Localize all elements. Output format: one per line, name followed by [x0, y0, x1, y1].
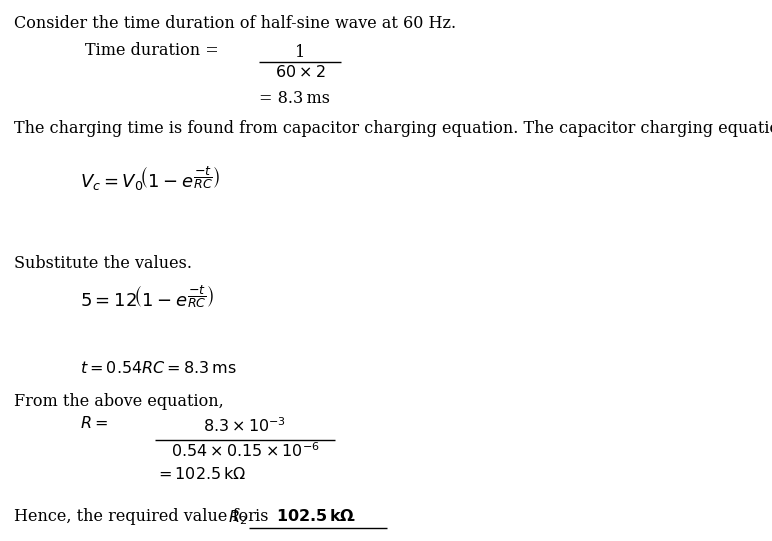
Text: $0.54\times0.15\times10^{-6}$: $0.54\times0.15\times10^{-6}$: [171, 441, 320, 460]
Text: 1: 1: [295, 44, 305, 61]
Text: Time duration =: Time duration =: [85, 42, 218, 59]
Text: Hence, the required value for: Hence, the required value for: [14, 508, 261, 525]
Text: $5 = 12\!\left(1 - e^{\dfrac{-t}{RC}}\right)$: $5 = 12\!\left(1 - e^{\dfrac{-t}{RC}}\ri…: [80, 285, 215, 311]
Text: $R =$: $R =$: [80, 415, 108, 431]
Text: is: is: [250, 508, 273, 525]
Text: $\mathbf{102.5\,k\Omega}$: $\mathbf{102.5\,k\Omega}$: [276, 508, 355, 524]
Text: $V_c = V_0\!\left(1 - e^{\dfrac{-t}{RC}}\right)$: $V_c = V_0\!\left(1 - e^{\dfrac{-t}{RC}}…: [80, 165, 221, 194]
Text: $R_2$: $R_2$: [228, 508, 247, 527]
Text: $t = 0.54RC = 8.3\,\mathrm{ms}$: $t = 0.54RC = 8.3\,\mathrm{ms}$: [80, 360, 236, 376]
Text: From the above equation,: From the above equation,: [14, 393, 224, 410]
Text: $60\times2$: $60\times2$: [275, 64, 325, 80]
Text: = 8.3 ms: = 8.3 ms: [259, 90, 330, 107]
Text: $= 102.5\,\mathrm{k\Omega}$: $= 102.5\,\mathrm{k\Omega}$: [155, 466, 246, 482]
Text: Consider the time duration of half-sine wave at 60 Hz.: Consider the time duration of half-sine …: [14, 15, 456, 32]
Text: .: .: [350, 508, 355, 525]
Text: $8.3\times10^{-3}$: $8.3\times10^{-3}$: [204, 416, 286, 435]
Text: Substitute the values.: Substitute the values.: [14, 255, 192, 272]
Text: The charging time is found from capacitor charging equation. The capacitor charg: The charging time is found from capacito…: [14, 120, 772, 137]
